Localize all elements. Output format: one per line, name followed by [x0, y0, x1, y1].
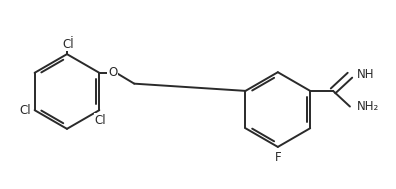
Text: Cl: Cl [62, 38, 74, 50]
Text: Cl: Cl [62, 36, 74, 49]
Text: NH: NH [357, 68, 375, 81]
Text: F: F [274, 150, 281, 163]
Text: NH₂: NH₂ [357, 100, 379, 113]
Text: Cl: Cl [95, 114, 107, 127]
Text: Cl: Cl [19, 104, 31, 117]
Text: O: O [108, 66, 117, 79]
